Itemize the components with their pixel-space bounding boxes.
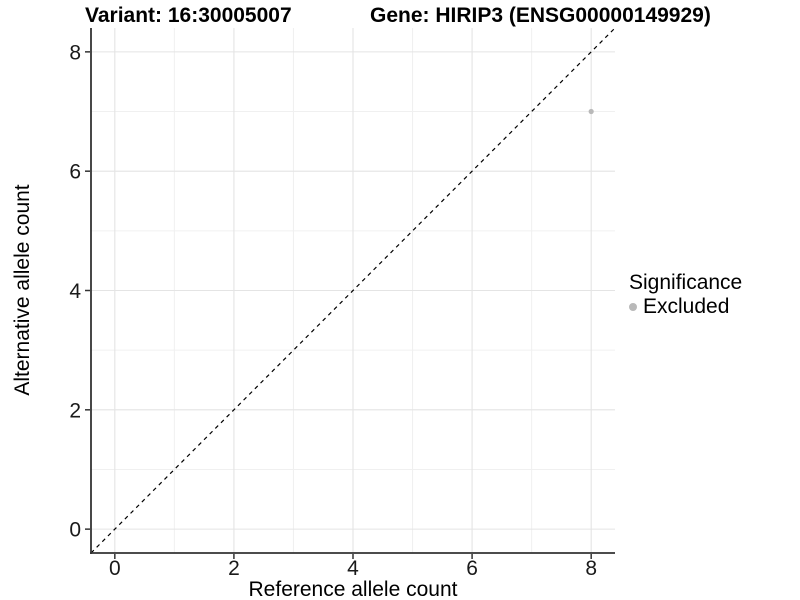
x-tick-label: 6 xyxy=(466,557,478,580)
y-tick-label: 6 xyxy=(69,161,81,184)
legend-title: Significance xyxy=(629,271,743,294)
y-tick-label: 2 xyxy=(69,399,81,422)
x-tick-label: 8 xyxy=(585,557,597,580)
x-tick-label: 2 xyxy=(228,557,240,580)
plot-title-variant: Variant: 16:30005007 xyxy=(85,4,292,27)
data-point xyxy=(588,108,594,115)
legend: Significance Excluded xyxy=(629,272,742,318)
y-axis-label: Alternative allele count xyxy=(11,184,34,396)
legend-item-excluded: Excluded xyxy=(629,296,742,318)
x-axis-label: Reference allele count xyxy=(248,578,458,600)
x-tick-label: 0 xyxy=(109,557,121,580)
y-tick-label: 0 xyxy=(69,519,81,542)
x-tick-label: 4 xyxy=(347,557,359,580)
identity-line xyxy=(90,27,616,554)
y-tick-label: 8 xyxy=(69,41,81,64)
y-tick-label: 4 xyxy=(69,280,81,303)
legend-point-icon xyxy=(629,303,637,311)
legend-item-label: Excluded xyxy=(643,295,730,318)
plot-title-gene: Gene: HIRIP3 (ENSG00000149929) xyxy=(370,4,711,27)
